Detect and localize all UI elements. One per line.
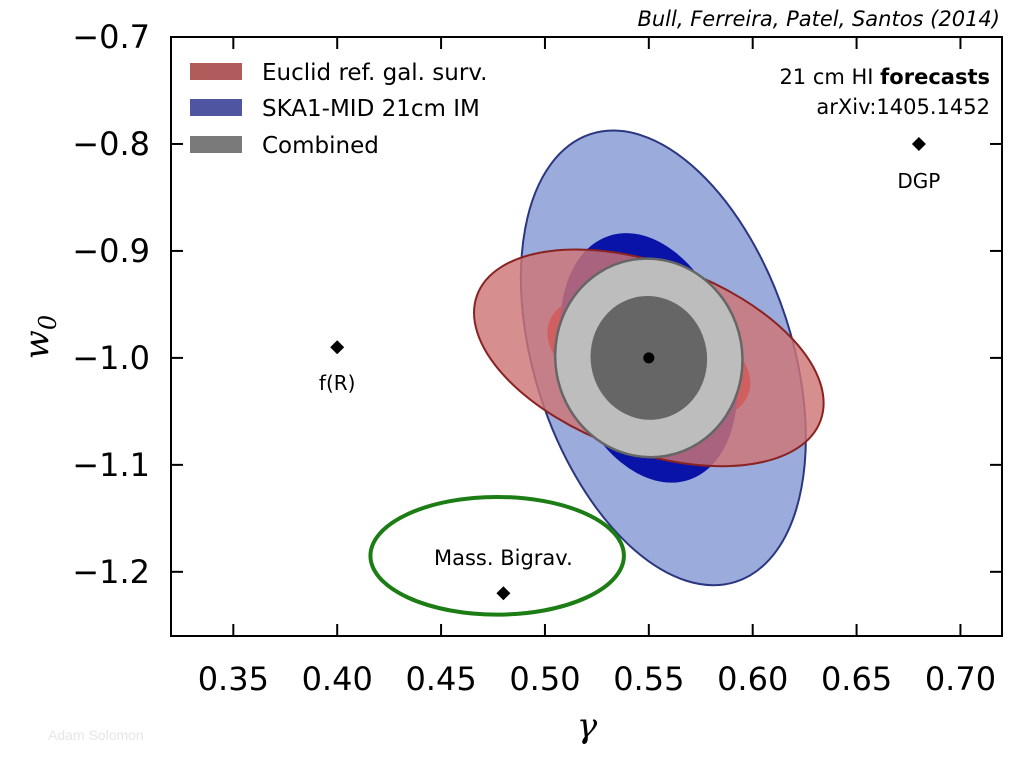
x-tick-label: 0.45 [405,660,476,698]
legend-label-ska: SKA1-MID 21cm IM [262,96,480,122]
forecast-info-line1: 21 cm HI forecasts [779,65,990,89]
point-label-dgp: DGP [897,169,940,193]
legend-swatch-euclid [190,63,242,80]
legend-swatch-combined [190,136,242,153]
y-tick-label: −1.0 [72,339,150,377]
ellipse-mass-bigrav-region [368,494,626,617]
y-tick-labels: −0.7 −0.8 −0.9 −1.0 −1.1 −1.2 [72,18,150,591]
legend-label-combined: Combined [262,133,379,159]
fiducial-point [643,352,655,364]
y-tick-label: −0.9 [72,232,150,270]
plot-frame [170,36,1003,637]
y-tick-label: −0.7 [72,18,150,56]
x-tick-label: 0.55 [613,660,684,698]
contour-ellipses [368,129,825,617]
point-label-mass-bigrav: Mass. Bigrav. [434,546,573,570]
watermark: Adam Solomon [48,727,144,743]
plot-area [330,129,926,617]
x-axis-label: γ [577,706,598,746]
point-f-r [330,340,345,355]
x-tick-labels: 0.35 0.40 0.45 0.50 0.55 0.60 0.65 0.70 [198,660,996,698]
y-axis-label: w0 [17,315,62,359]
x-tick-label: 0.35 [198,660,269,698]
forecast-info-bold: forecasts [880,65,990,89]
legend: Euclid ref. gal. surv. SKA1-MID 21cm IM … [190,60,487,159]
legend-label-euclid: Euclid ref. gal. surv. [262,60,487,86]
point-label-f-r: f(R) [319,371,356,395]
x-tick-label: 0.65 [821,660,892,698]
point-dgp [911,136,926,151]
model-points [330,136,926,601]
y-axis-label-main: w [17,330,57,359]
y-tick-label: −1.1 [72,446,150,484]
y-axis-label-sub: 0 [34,315,62,330]
point-labels: DGP f(R) Mass. Bigrav. [319,169,940,570]
svg-text:w0: w0 [17,315,62,359]
x-tick-label: 0.70 [925,660,996,698]
forecast-info-prefix: 21 cm HI [779,65,880,89]
y-tick-label: −0.8 [72,125,150,163]
axis-ticks [171,36,1002,636]
x-tick-label: 0.50 [509,660,580,698]
x-tick-label: 0.60 [717,660,788,698]
legend-swatch-ska [190,99,242,116]
forecast-info-line2: arXiv:1405.1452 [816,95,990,119]
x-tick-label: 0.40 [302,660,373,698]
point-mass-bigrav [496,586,511,601]
citation: Bull, Ferreira, Patel, Santos (2014) [637,7,1000,31]
y-tick-label: −1.2 [72,553,150,591]
